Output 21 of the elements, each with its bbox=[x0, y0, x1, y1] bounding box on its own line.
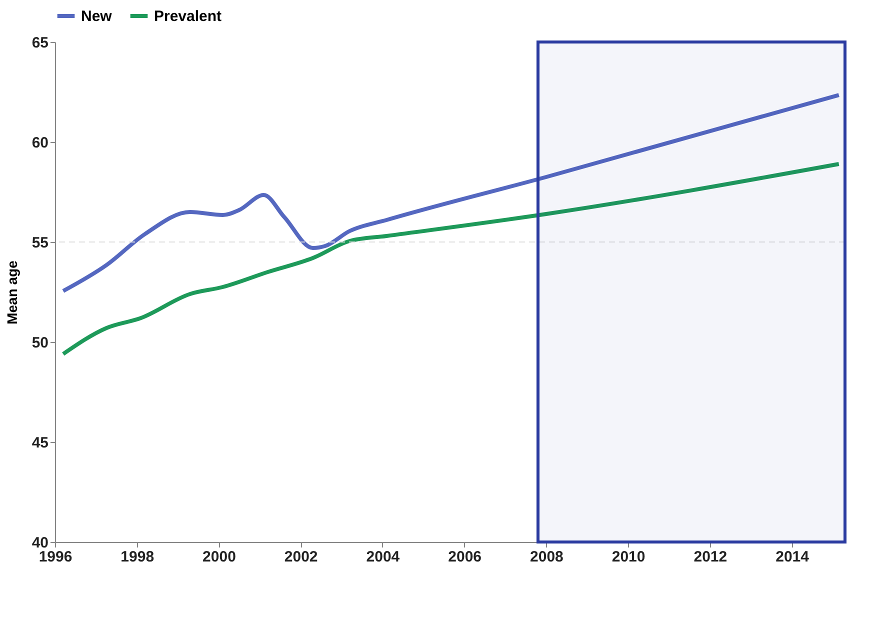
y-axis-title: Mean age bbox=[4, 260, 20, 324]
x-tick-label: 2012 bbox=[694, 548, 728, 566]
x-tick-label: 2006 bbox=[448, 548, 482, 566]
x-tick-label: 1996 bbox=[38, 548, 72, 566]
x-tick-label: 1998 bbox=[120, 548, 154, 566]
x-tick-label: 2002 bbox=[284, 548, 318, 566]
x-tick-label: 2000 bbox=[202, 548, 236, 566]
y-tick-label: 60 bbox=[32, 134, 48, 152]
y-tick-label: 55 bbox=[32, 234, 48, 252]
legend-label: Prevalent bbox=[154, 8, 222, 25]
y-tick-label: 50 bbox=[32, 334, 48, 352]
line-series bbox=[61, 162, 841, 356]
y-tick-label: 65 bbox=[32, 34, 48, 52]
y-tick-label: 40 bbox=[32, 534, 48, 552]
x-tick-label: 2004 bbox=[366, 548, 400, 566]
line-series bbox=[61, 93, 841, 293]
legend-label: New bbox=[81, 8, 112, 25]
x-tick-label: 2014 bbox=[776, 548, 810, 566]
y-tick-label: 45 bbox=[32, 434, 48, 452]
x-tick-label: 2008 bbox=[530, 548, 564, 566]
x-tick-label: 2010 bbox=[612, 548, 646, 566]
